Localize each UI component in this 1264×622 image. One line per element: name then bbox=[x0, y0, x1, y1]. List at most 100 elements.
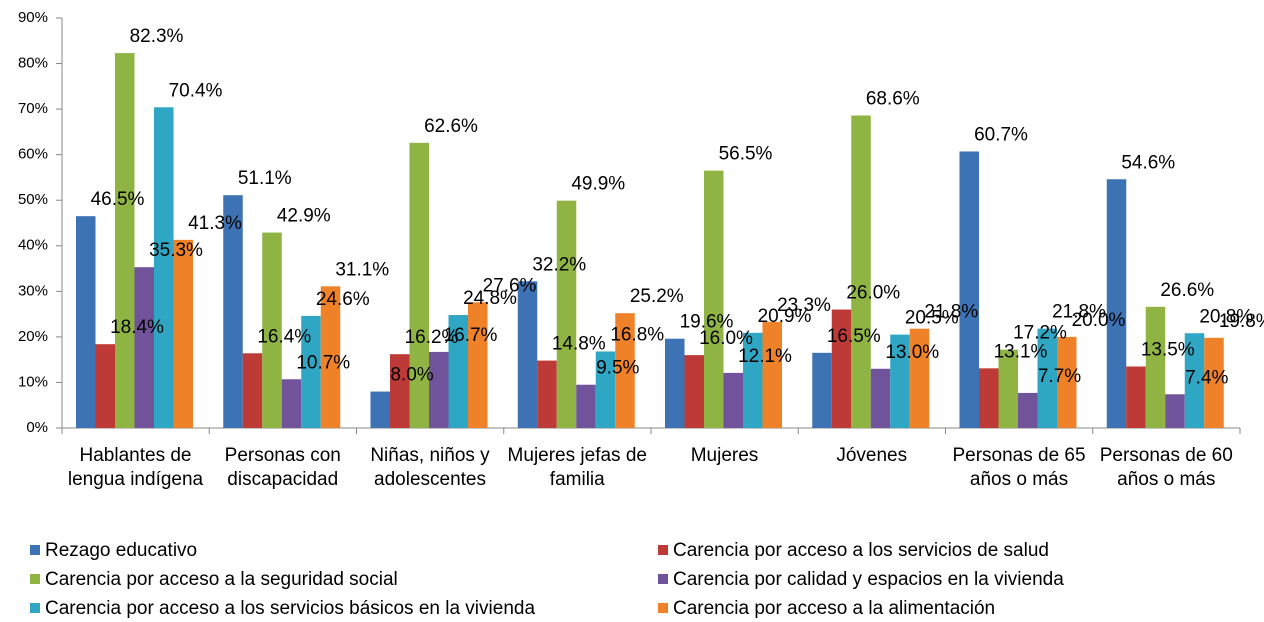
x-tick-label: Personas de 65 años o más bbox=[952, 445, 1086, 490]
bar bbox=[615, 313, 635, 428]
data-label: 10.7% bbox=[296, 352, 350, 373]
legend-swatch bbox=[30, 545, 40, 555]
y-tick-label: 30% bbox=[18, 282, 48, 299]
bar bbox=[1106, 179, 1127, 428]
bar bbox=[370, 391, 390, 428]
bar bbox=[448, 315, 468, 428]
legend-label: Carencia por acceso a la seguridad socia… bbox=[45, 569, 398, 590]
legend-swatch bbox=[658, 603, 668, 613]
bar bbox=[76, 216, 96, 428]
bar bbox=[723, 372, 743, 428]
data-label: 49.9% bbox=[571, 174, 625, 195]
data-label: 51.1% bbox=[238, 168, 292, 189]
legend-swatch bbox=[30, 603, 40, 613]
x-tick-label: Jóvenes bbox=[836, 445, 908, 466]
legend-entry: Carencia por calidad y espacios en la vi… bbox=[658, 569, 1064, 591]
data-label: 16.4% bbox=[257, 326, 311, 347]
bar bbox=[979, 368, 999, 428]
data-label: 26.0% bbox=[846, 283, 900, 304]
bar bbox=[959, 151, 979, 428]
data-label: 62.6% bbox=[424, 116, 478, 137]
bar bbox=[154, 107, 174, 429]
x-tick-label: Mujeres jefas de familia bbox=[507, 445, 647, 490]
bar bbox=[320, 286, 341, 428]
bar bbox=[409, 142, 429, 429]
data-label: 16.7% bbox=[444, 325, 498, 346]
y-tick-label: 50% bbox=[18, 191, 48, 208]
bar bbox=[1126, 366, 1146, 428]
y-tick-label: 20% bbox=[18, 328, 48, 345]
bar bbox=[115, 53, 135, 428]
legend-label: Carencia por calidad y espacios en la vi… bbox=[673, 569, 1064, 590]
data-label: 60.7% bbox=[974, 124, 1028, 145]
data-label: 42.9% bbox=[277, 206, 331, 227]
data-label: 82.3% bbox=[130, 26, 184, 47]
bar bbox=[870, 368, 891, 428]
data-label: 19.6% bbox=[680, 312, 734, 333]
data-label: 68.6% bbox=[866, 89, 920, 110]
data-label: 70.4% bbox=[169, 80, 223, 101]
data-label: 16.2% bbox=[405, 327, 459, 348]
data-label: 31.1% bbox=[335, 259, 389, 280]
data-label: 20.5% bbox=[905, 308, 959, 329]
bar bbox=[595, 351, 616, 428]
data-label: 17.2% bbox=[1013, 323, 1067, 344]
data-label: 25.2% bbox=[630, 286, 684, 307]
bar bbox=[390, 354, 410, 428]
data-label: 20.9% bbox=[758, 306, 812, 327]
bar bbox=[851, 115, 871, 428]
data-label: 27.6% bbox=[483, 275, 537, 296]
bar bbox=[242, 353, 263, 428]
legend-entry: Carencia por acceso a los servicios bási… bbox=[30, 598, 535, 620]
bar bbox=[1145, 306, 1166, 428]
bar bbox=[1165, 394, 1185, 428]
data-label: 16.8% bbox=[610, 324, 664, 345]
data-label: 41.3% bbox=[188, 213, 242, 234]
data-label: 46.5% bbox=[91, 189, 145, 210]
data-label: 13.5% bbox=[1141, 340, 1195, 361]
bar bbox=[812, 352, 832, 428]
bar bbox=[134, 267, 154, 428]
data-label: 54.6% bbox=[1121, 152, 1175, 173]
data-label: 21.8% bbox=[924, 302, 978, 323]
bar bbox=[665, 338, 685, 428]
data-label: 20.8% bbox=[1199, 306, 1253, 327]
bar bbox=[684, 355, 704, 428]
bar bbox=[1184, 333, 1205, 428]
data-label: 13.0% bbox=[885, 342, 939, 363]
bar bbox=[262, 232, 282, 428]
legend-swatch bbox=[658, 574, 668, 584]
bar bbox=[890, 334, 910, 428]
legend-entry: Carencia por acceso a la seguridad socia… bbox=[30, 569, 398, 591]
legend-swatch bbox=[658, 545, 668, 555]
y-tick-label: 0% bbox=[26, 419, 48, 436]
bar bbox=[173, 239, 193, 428]
x-tick-label: Mujeres bbox=[690, 445, 759, 466]
y-tick-label: 90% bbox=[18, 9, 48, 26]
y-tick-label: 10% bbox=[18, 373, 48, 390]
x-tick-label: Personas con discapacidad bbox=[224, 445, 341, 490]
legend-entry: Carencia por acceso a la alimentación bbox=[658, 598, 995, 620]
bar bbox=[831, 309, 852, 428]
data-label: 24.6% bbox=[316, 289, 370, 310]
data-label: 20.0% bbox=[1072, 310, 1126, 331]
data-label: 35.3% bbox=[149, 240, 203, 261]
bar bbox=[1018, 392, 1038, 428]
bar bbox=[1204, 337, 1224, 428]
y-tick-label: 60% bbox=[18, 146, 48, 163]
legend-entry: Carencia por acceso a los servicios de s… bbox=[658, 540, 1049, 562]
bar bbox=[762, 321, 782, 428]
bar bbox=[909, 328, 930, 428]
bar bbox=[704, 170, 724, 428]
data-label: 23.3% bbox=[777, 295, 831, 316]
legend-label: Rezago educativo bbox=[45, 540, 198, 561]
data-label: 18.4% bbox=[110, 317, 164, 338]
bar bbox=[429, 351, 449, 428]
legend-label: Carencia por acceso a los servicios bási… bbox=[45, 598, 536, 619]
legend-label: Carencia por acceso a los servicios de s… bbox=[673, 540, 1049, 561]
y-tick-label: 70% bbox=[18, 100, 48, 117]
legend-label: Carencia por acceso a la alimentación bbox=[673, 598, 996, 619]
data-label: 16.5% bbox=[827, 326, 881, 347]
data-label: 26.6% bbox=[1160, 280, 1214, 301]
